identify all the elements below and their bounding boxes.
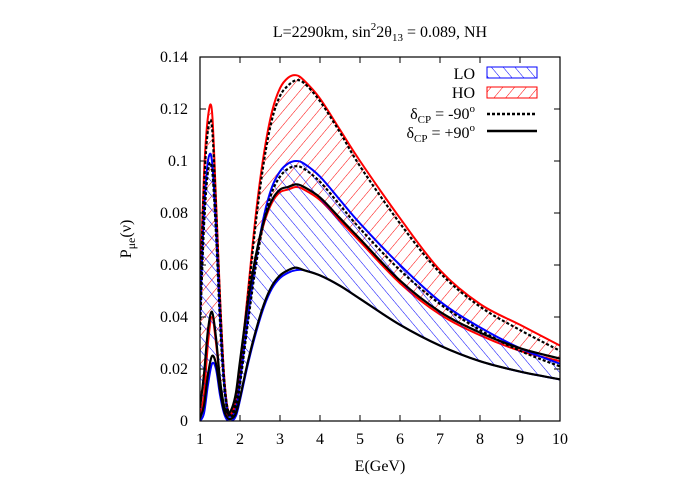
ticks-layer: 1 2 3 4 5 6 7 8 9 10 0 0.02 0.04 0.06 0.08 0.1 0.12 0.14: [160, 49, 568, 448]
x-tick-label-9: 10: [552, 431, 568, 448]
x-tick-label-3: 4: [316, 431, 324, 448]
x-tick-label-2: 3: [276, 431, 284, 448]
x-tick-label-4: 5: [356, 431, 364, 448]
x-tick-label-7: 8: [476, 431, 484, 448]
y-tick-label-7: 0.14: [160, 49, 188, 66]
y-tick-label-4: 0.08: [160, 205, 188, 222]
legend-label-cp-minus90: δCP = -90o: [410, 103, 475, 126]
y-tick-label-1: 0.02: [160, 361, 188, 378]
y-tick-label-6: 0.12: [160, 101, 188, 118]
y-tick-label-2: 0.04: [160, 309, 188, 326]
legend-swatch-lo: [486, 66, 538, 79]
chart-title: L=2290km, sin22θ13 = 0.089, NH: [273, 21, 488, 44]
legend-entry-lo: LO: [454, 66, 538, 83]
cp-curve-2: [200, 161, 560, 418]
x-tick-label-6: 7: [436, 431, 444, 448]
legend-label-cp-plus90: δCP = +90o: [406, 122, 475, 145]
legend-entry-ho: HO: [452, 85, 538, 102]
y-tick-label-3: 0.06: [160, 257, 188, 274]
legend: LO HO δCP = -90o δCP = +90o: [406, 66, 538, 145]
x-tick-label-1: 2: [236, 431, 244, 448]
legend-entry-cp-minus90: δCP = -90o: [410, 103, 537, 126]
curves-layer: [200, 79, 560, 421]
legend-swatch-ho: [486, 86, 538, 99]
legend-label-lo: LO: [454, 66, 475, 83]
cp-curve-0: [200, 79, 560, 416]
cp-curve-3: [200, 266, 560, 421]
x-tick-label-8: 9: [516, 431, 524, 448]
band-fill-lo: [200, 153, 560, 421]
y-tick-label-0: 0: [180, 413, 188, 430]
legend-entry-cp-plus90: δCP = +90o: [406, 122, 537, 145]
legend-label-ho: HO: [452, 85, 475, 102]
cp-curve-1: [200, 183, 560, 415]
plot-frame: [199, 56, 561, 422]
x-tick-label-0: 1: [196, 431, 204, 448]
x-axis-label: E(GeV): [355, 458, 406, 475]
y-axis-label: Pμe(ν): [118, 220, 138, 259]
x-tick-label-5: 6: [396, 431, 404, 448]
y-tick-label-5: 0.1: [168, 153, 188, 170]
